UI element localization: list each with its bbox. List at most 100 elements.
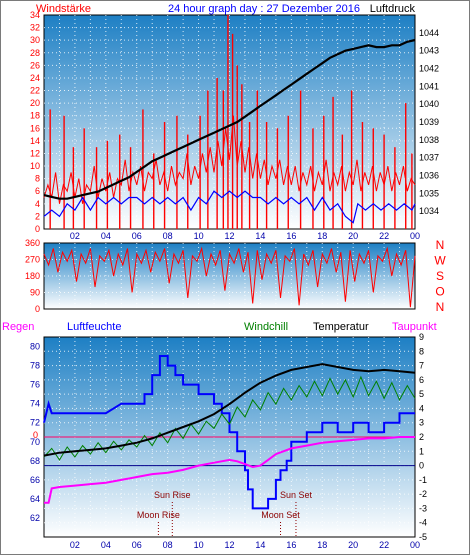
pressure-tick-label: 1043 [419, 46, 439, 56]
hour-tick-label: 14 [255, 231, 265, 241]
wind-speed-tick-label: 34 [30, 10, 40, 20]
wind-speed-tick-label: 16 [30, 123, 40, 133]
hour-tick-label: 04 [101, 231, 111, 241]
pressure-tick-label: 1042 [419, 64, 439, 74]
wind-pressure-series [43, 38, 416, 224]
moon-rise-label: Moon Rise [137, 510, 180, 520]
wind-speed-tick-label: 22 [30, 86, 40, 96]
wind-speed-tick-label: 32 [30, 23, 40, 33]
direction-tick-labels: 0 90 180 270 360 [25, 238, 40, 314]
hour-tick-label: 20 [348, 231, 358, 241]
hour-tick-label: 22 [379, 231, 389, 241]
sun-set-label: Sun Set [280, 490, 313, 500]
hour-tick-label: 14 [255, 540, 265, 550]
hour-tick-label: 06 [132, 231, 142, 241]
hour-tick-label: 08 [163, 540, 173, 550]
wind-speed-tick-label: 18 [30, 111, 40, 121]
direction-tick-label: 90 [30, 288, 40, 298]
direction-tick-label: 360 [25, 238, 40, 248]
humidity-tick-label: 64 [30, 494, 40, 504]
hour-tick-labels-lower: 02 04 06 08 10 12 14 16 18 20 22 00 [70, 540, 420, 550]
direction-tick-label: 270 [25, 255, 40, 265]
temperature-tick-label: 9 [419, 332, 424, 342]
temperature-tick-label: -5 [419, 532, 427, 542]
compass-letter: S [436, 269, 444, 283]
wind-direction-gridlines [44, 243, 415, 309]
hour-tick-label: 20 [348, 540, 358, 550]
temperature-tick-label: 0 [419, 461, 424, 471]
windchill-line [43, 375, 416, 461]
pressure-tick-label: 1034 [419, 206, 439, 216]
rain-label: Regen [2, 321, 34, 333]
wind-speed-line [43, 115, 416, 204]
hour-tick-label: 06 [132, 540, 142, 550]
wind-average-line [43, 190, 416, 224]
hour-tick-label: 02 [70, 540, 80, 550]
humidity-tick-label: 66 [30, 475, 40, 485]
humidity-tick-label: 70 [30, 437, 40, 447]
compass-letter: O [435, 285, 444, 299]
pressure-tick-labels: 1034 1035 1036 1037 1038 1039 1040 1041 1042 1043… [419, 28, 439, 216]
temperature-tick-label: 7 [419, 361, 424, 371]
direction-tick-label: 0 [35, 304, 40, 314]
pressure-tick-label: 1036 [419, 171, 439, 181]
humidity-tick-label: 80 [30, 342, 40, 352]
wind-speed-tick-label: 28 [30, 48, 40, 58]
hour-tick-label: 04 [101, 540, 111, 550]
wind-speed-tick-label: 4 [35, 199, 40, 209]
hour-tick-label: 02 [70, 231, 80, 241]
hour-tick-label: 16 [286, 231, 296, 241]
moon-set-label: Moon Set [261, 510, 300, 520]
humidity-label: Luftfeuchte [67, 321, 121, 333]
temperature-tick-label: 6 [419, 375, 424, 385]
astro-markers: Sun Rise Sun Set Moon Rise Moon Set [137, 490, 313, 537]
temperature-tick-labels: -5 -4 -3 -2 -1 0 1 2 3 4 5 6 7 8 9 [419, 332, 427, 542]
temp-humidity-series [43, 355, 416, 510]
wind-speed-tick-label: 24 [30, 73, 40, 83]
pressure-tick-label: 1038 [419, 135, 439, 145]
wind-speed-tick-label: 30 [30, 35, 40, 45]
wind-speed-tick-label: 26 [30, 60, 40, 70]
hour-tick-label: 18 [317, 540, 327, 550]
wind-direction-line [43, 246, 416, 308]
wind-speed-tick-label: 10 [30, 161, 40, 171]
temperature-tick-label: -3 [419, 503, 427, 513]
pressure-line [43, 38, 416, 200]
wind-speed-tick-label: 12 [30, 148, 40, 158]
compass-letter: N [436, 300, 445, 314]
humidity-tick-label: 74 [30, 399, 40, 409]
hour-tick-label: 08 [163, 231, 173, 241]
compass-letter: W [434, 254, 446, 268]
wind-speed-tick-label: 8 [35, 174, 40, 184]
hour-tick-label: 22 [379, 540, 389, 550]
wind-speed-tick-label: 14 [30, 136, 40, 146]
wind-speed-tick-label: 0 [35, 224, 40, 234]
temperature-tick-label: 2 [419, 432, 424, 442]
dewpoint-line [44, 436, 415, 504]
pressure-tick-label: 1037 [419, 153, 439, 163]
humidity-tick-label: 62 [30, 513, 40, 523]
wind-direction-series [43, 246, 416, 308]
sun-rise-label: Sun Rise [154, 490, 191, 500]
wind-pressure-plot-area [43, 14, 416, 230]
pressure-tick-label: 1039 [419, 117, 439, 127]
pressure-tick-label: 1041 [419, 81, 439, 91]
hour-tick-label: 12 [224, 231, 234, 241]
temperature-label: Temperatur [313, 321, 369, 333]
hour-tick-label: 12 [224, 540, 234, 550]
hour-tick-label: 10 [194, 540, 204, 550]
temperature-tick-label: -1 [419, 475, 427, 485]
humidity-line [43, 355, 415, 510]
humidity-tick-label: 78 [30, 361, 40, 371]
hour-tick-label: 10 [194, 231, 204, 241]
temperature-tick-label: 5 [419, 389, 424, 399]
humidity-tick-label: 72 [30, 418, 40, 428]
windchill-label: Windchill [244, 321, 288, 333]
temperature-tick-label: 8 [419, 346, 424, 356]
graph-title: 24 hour graph day : 27 Dezember 2016 [168, 3, 360, 15]
temperature-line [43, 363, 416, 457]
hour-tick-label: 00 [410, 231, 420, 241]
